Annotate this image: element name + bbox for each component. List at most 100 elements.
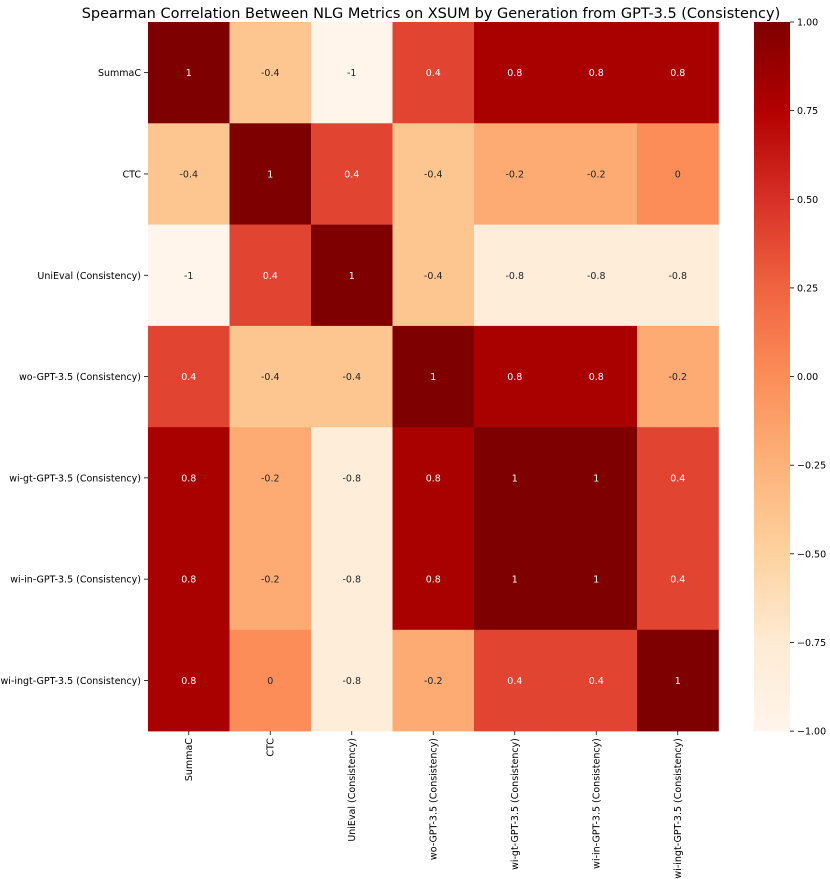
heatmap-cell-r6-c6	[637, 629, 719, 732]
cell-value-label: -0.4	[342, 372, 361, 383]
colorbar-tick-label: −1.00	[797, 727, 826, 738]
row-tick-label: wi-in-GPT-3.5 (Consistency)	[10, 575, 141, 586]
colorbar-tick-label: −0.75	[797, 638, 826, 649]
cell-value-label: 0.8	[181, 575, 196, 586]
heatmap-cell-r2-c2	[311, 224, 393, 327]
colorbar-tick-label: −0.50	[797, 549, 826, 560]
cell-value-label: -0.2	[668, 372, 687, 383]
heatmap-cell-r4-c0	[148, 427, 230, 529]
cell-value-label: -0.2	[424, 676, 443, 687]
column-axis: SummaC CTC UniEval (Consistency) wo-GPT-3.5…	[184, 731, 684, 879]
cell-value-label: 0	[267, 676, 273, 687]
row-tick-label: wi-gt-GPT-3.5 (Consistency)	[9, 473, 141, 484]
cell-value-label: 0.4	[181, 372, 196, 383]
heatmap-cell-r2-c0	[148, 224, 230, 327]
heatmap-cell-r1-c3	[392, 123, 475, 225]
heatmap-cell-r0-c1	[229, 22, 312, 124]
cell-value-label: 0.4	[426, 68, 441, 79]
cell-value-label: -0.8	[587, 271, 606, 282]
heatmap-cell-r3-c2	[311, 325, 393, 428]
row-tick-label: SummaC	[98, 68, 141, 79]
cell-value-label: -1	[347, 68, 356, 79]
row-tick-label: UniEval (Consistency)	[37, 271, 141, 282]
heatmap-cell-r2-c5	[555, 224, 638, 327]
heatmap-cell-r6-c1	[229, 629, 312, 732]
heatmap-cell-r6-c5	[555, 629, 638, 732]
cell-value-label: 0.4	[589, 676, 604, 687]
heatmap-cell-r0-c2	[311, 22, 393, 124]
heatmap-cell-labels: 1 -0.4 -1 0.4 0.8 0.8 0.8 -0.4 1 0.4 -0.4 -0.2 -0.2 0…	[179, 68, 687, 687]
heatmap-cell-r6-c3	[392, 629, 475, 732]
heatmap-cells	[148, 22, 719, 732]
column-tick-label: CTC	[266, 738, 277, 757]
heatmap-cell-r4-c4	[474, 427, 556, 529]
heatmap-cell-r5-c1	[229, 528, 312, 631]
cell-value-label: 0.8	[507, 372, 522, 383]
column-tick-label: wi-in-GPT-3.5 (Consistency)	[592, 738, 603, 869]
colorbar-gradient	[754, 22, 790, 732]
cell-value-label: 0.4	[507, 676, 522, 687]
colorbar-tick-label: −0.25	[797, 461, 826, 472]
heatmap-cell-r4-c1	[229, 427, 312, 529]
cell-value-label: -1	[184, 271, 193, 282]
cell-value-label: -0.8	[342, 575, 361, 586]
heatmap-cell-r1-c1	[229, 123, 312, 225]
colorbar-tick-label: 0.00	[797, 372, 818, 383]
cell-value-label: 1	[593, 473, 599, 484]
column-tick-label: UniEval (Consistency)	[347, 738, 358, 842]
heatmap-cell-r3-c3	[392, 325, 475, 428]
heatmap-cell-r1-c4	[474, 123, 556, 225]
cell-value-label: 0.4	[670, 575, 685, 586]
cell-value-label: 1	[349, 271, 355, 282]
column-tick-label: wi-gt-GPT-3.5 (Consistency)	[510, 738, 521, 870]
cell-value-label: -0.8	[342, 473, 361, 484]
heatmap-cell-r0-c4	[474, 22, 556, 124]
heatmap-cell-r3-c0	[148, 325, 230, 428]
heatmap-cell-r0-c0	[148, 22, 230, 124]
colorbar-tick-label: 1.00	[797, 18, 818, 29]
cell-value-label: 0.8	[426, 575, 441, 586]
cell-value-label: 1	[430, 372, 436, 383]
heatmap-cell-r0-c3	[392, 22, 475, 124]
heatmap-cell-r2-c3	[392, 224, 475, 327]
cell-value-label: -0.8	[342, 676, 361, 687]
cell-value-label: -0.4	[261, 372, 280, 383]
cell-value-label: 0.8	[426, 473, 441, 484]
colorbar-tick-label: 0.25	[797, 283, 818, 294]
heatmap-cell-r5-c2	[311, 528, 393, 631]
cell-value-label: -0.2	[261, 575, 280, 586]
cell-value-label: 0.8	[181, 676, 196, 687]
cell-value-label: 1	[512, 473, 518, 484]
cell-value-label: -0.8	[505, 271, 524, 282]
cell-value-label: -0.4	[261, 68, 280, 79]
row-axis: SummaC CTC UniEval (Consistency) wo-GPT-3.5…	[1, 68, 148, 687]
cell-value-label: -0.4	[179, 169, 198, 180]
cell-value-label: 0.8	[181, 473, 196, 484]
column-tick-label: wo-GPT-3.5 (Consistency)	[429, 738, 440, 860]
cell-value-label: 0.4	[263, 271, 278, 282]
cell-value-label: 1	[675, 676, 681, 687]
heatmap-cell-r3-c1	[229, 325, 312, 428]
heatmap-cell-r1-c2	[311, 123, 393, 225]
cell-value-label: 0.8	[589, 372, 604, 383]
heatmap-cell-r4-c5	[555, 427, 638, 529]
cell-value-label: -0.2	[587, 169, 606, 180]
cell-value-label: -0.8	[668, 271, 687, 282]
cell-value-label: -0.4	[424, 271, 443, 282]
heatmap-cell-r5-c5	[555, 528, 638, 631]
row-tick-label: wo-GPT-3.5 (Consistency)	[19, 372, 141, 383]
cell-value-label: 1	[593, 575, 599, 586]
heatmap-cell-r1-c6	[637, 123, 719, 225]
cell-value-label: 0.8	[670, 68, 685, 79]
heatmap-cell-r5-c4	[474, 528, 556, 631]
heatmap-cell-r3-c6	[637, 325, 719, 428]
cell-value-label: 0.8	[589, 68, 604, 79]
cell-value-label: 1	[267, 169, 273, 180]
heatmap-cell-r3-c5	[555, 325, 638, 428]
colorbar: 1.00 0.75 0.50 0.25 0.00 −0.25 −0.50 −0.75 −1.00	[754, 18, 826, 738]
heatmap-cell-r6-c4	[474, 629, 556, 732]
row-tick-label: CTC	[122, 169, 141, 180]
cell-value-label: -0.2	[505, 169, 524, 180]
row-tick-label: wi-ingt-GPT-3.5 (Consistency)	[1, 676, 141, 687]
